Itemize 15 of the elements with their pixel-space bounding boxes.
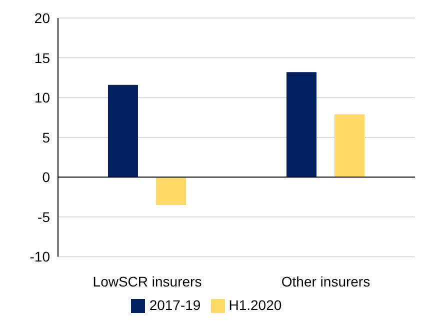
y-tick-label: -10	[30, 248, 50, 265]
bar	[334, 114, 364, 178]
y-tick-label: 10	[34, 90, 50, 106]
legend-label: 2017-19	[149, 296, 201, 313]
y-tick-label: 20	[34, 10, 50, 26]
y-tick-label: 15	[34, 50, 50, 66]
bar	[286, 72, 316, 178]
bar	[156, 177, 186, 205]
y-tick-label: 0	[42, 169, 50, 186]
y-tick-label: -5	[38, 208, 50, 225]
bar	[108, 84, 138, 178]
x-tick-label: LowSCR insurers	[92, 274, 202, 290]
legend-label: H1.2020	[228, 296, 282, 313]
y-tick-label: 5	[42, 129, 50, 146]
x-tick-label: Other insurers	[281, 274, 370, 290]
